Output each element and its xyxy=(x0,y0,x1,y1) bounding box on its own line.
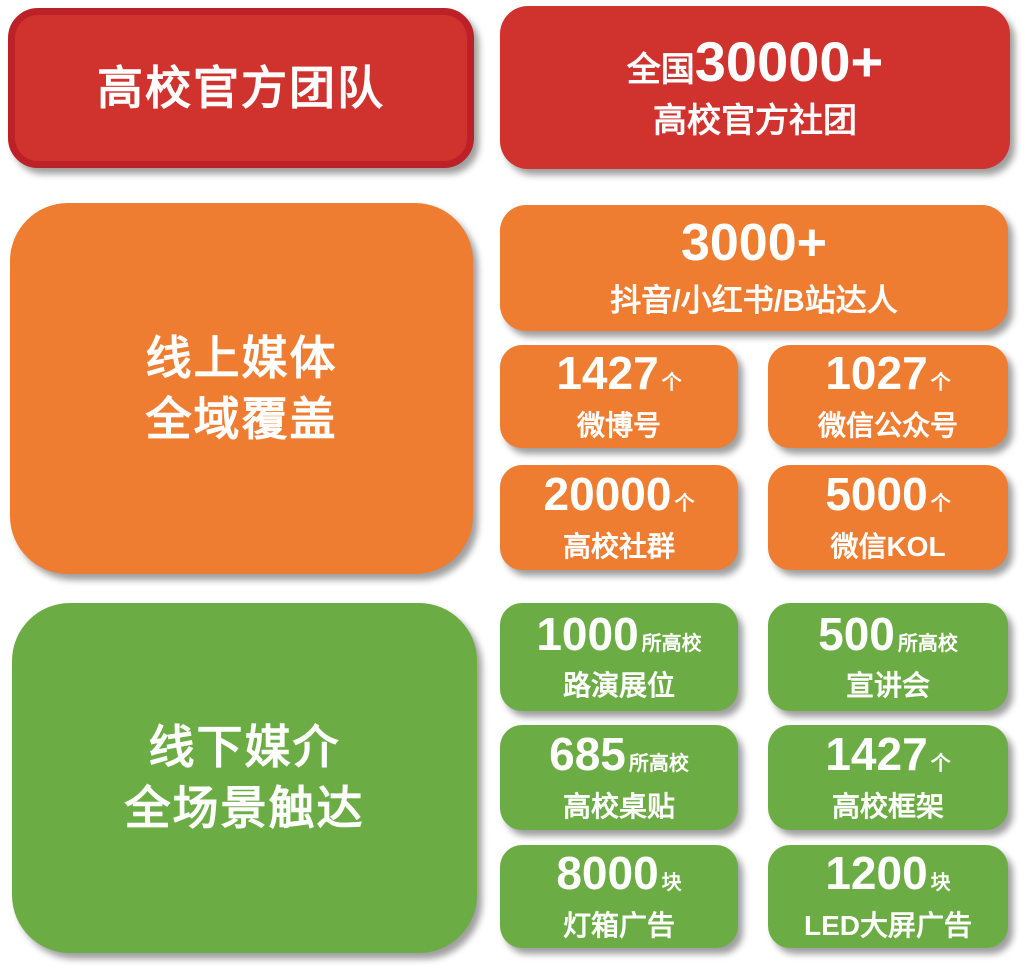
section-online-title-line1: 线上媒体 xyxy=(145,331,338,384)
card-led-unit: 块 xyxy=(930,872,951,895)
card-national-clubs-number-row: 全国30000+ xyxy=(626,29,884,93)
card-wechat-oa-unit: 个 xyxy=(930,372,951,395)
card-communities-number: 20000 xyxy=(543,468,672,521)
card-roadshow-booths: 1000 所高校 路演展位 xyxy=(500,603,738,711)
card-weibo-accounts: 1427 个 微博号 xyxy=(500,345,738,448)
card-douyin-number: 3000+ xyxy=(680,214,828,273)
card-campus-frames-label: 高校框架 xyxy=(831,790,944,822)
card-campus-communities: 20000 个 高校社群 xyxy=(500,465,738,570)
section-official-title: 高校官方团队 xyxy=(97,61,385,114)
card-lightbox-number: 8000 xyxy=(556,847,659,900)
card-national-clubs: 全国30000+ 高校官方社团 xyxy=(500,6,1010,169)
card-campus-frames-unit: 个 xyxy=(930,753,951,776)
section-offline-title-line2: 全场景触达 xyxy=(124,782,365,834)
card-national-clubs-number: 30000+ xyxy=(694,29,884,93)
section-offline-title: 线下媒介 全场景触达 xyxy=(125,717,365,838)
card-info-sessions-number: 500 xyxy=(818,607,895,660)
card-roadshow-number: 1000 xyxy=(536,607,639,660)
card-weibo-label: 微博号 xyxy=(576,409,661,441)
card-info-sessions: 500 所高校 宣讲会 xyxy=(768,603,1008,711)
card-wechat-kol: 5000 个 微信KOL xyxy=(768,465,1008,570)
card-desk-stickers: 685 所高校 高校桌贴 xyxy=(500,725,738,830)
card-info-sessions-label: 宣讲会 xyxy=(845,670,930,702)
card-campus-frames: 1427 个 高校框架 xyxy=(768,725,1008,830)
card-lightbox-unit: 块 xyxy=(661,872,682,895)
card-wechat-oa-label: 微信公众号 xyxy=(817,409,958,441)
section-online-title-card: 线上媒体 全域覆盖 xyxy=(10,203,473,574)
card-lightbox-label: 灯箱广告 xyxy=(562,909,675,941)
card-kol-number: 5000 xyxy=(825,468,928,521)
section-online-title-line2: 全域覆盖 xyxy=(145,392,338,445)
card-national-clubs-label: 高校官方社团 xyxy=(653,102,857,141)
card-wechat-official-accounts: 1027 个 微信公众号 xyxy=(768,345,1008,448)
card-douyin-xiaohongshu-bilibili: 3000+ 抖音/小红书/B站达人 xyxy=(500,205,1008,331)
card-weibo-number: 1427 xyxy=(556,347,659,400)
card-weibo-unit: 个 xyxy=(661,372,682,395)
card-led-screen-ads: 1200 块 LED大屏广告 xyxy=(768,845,1008,948)
card-roadshow-label: 路演展位 xyxy=(562,670,675,702)
card-led-number: 1200 xyxy=(825,847,928,900)
card-communities-label: 高校社群 xyxy=(562,530,675,562)
card-desk-stickers-number: 685 xyxy=(549,728,626,781)
card-douyin-label: 抖音/小红书/B站达人 xyxy=(610,282,898,318)
card-kol-unit: 个 xyxy=(930,493,951,516)
card-roadshow-unit: 所高校 xyxy=(641,632,702,655)
card-info-sessions-unit: 所高校 xyxy=(897,632,958,655)
card-campus-frames-number: 1427 xyxy=(825,728,928,781)
card-communities-unit: 个 xyxy=(674,493,695,516)
card-wechat-oa-number: 1027 xyxy=(825,347,928,400)
card-national-clubs-prefix: 全国 xyxy=(626,50,695,89)
section-official-title-card: 高校官方团队 xyxy=(8,8,474,168)
section-online-title: 线上媒体 全域覆盖 xyxy=(146,328,338,449)
card-kol-label: 微信KOL xyxy=(830,530,946,562)
section-offline-title-card: 线下媒介 全场景触达 xyxy=(12,603,477,953)
card-lightbox-ads: 8000 块 灯箱广告 xyxy=(500,845,738,948)
card-desk-stickers-unit: 所高校 xyxy=(628,753,689,776)
card-led-label: LED大屏广告 xyxy=(803,909,972,941)
section-offline-title-line1: 线下媒介 xyxy=(148,721,341,774)
card-desk-stickers-label: 高校桌贴 xyxy=(562,790,675,822)
